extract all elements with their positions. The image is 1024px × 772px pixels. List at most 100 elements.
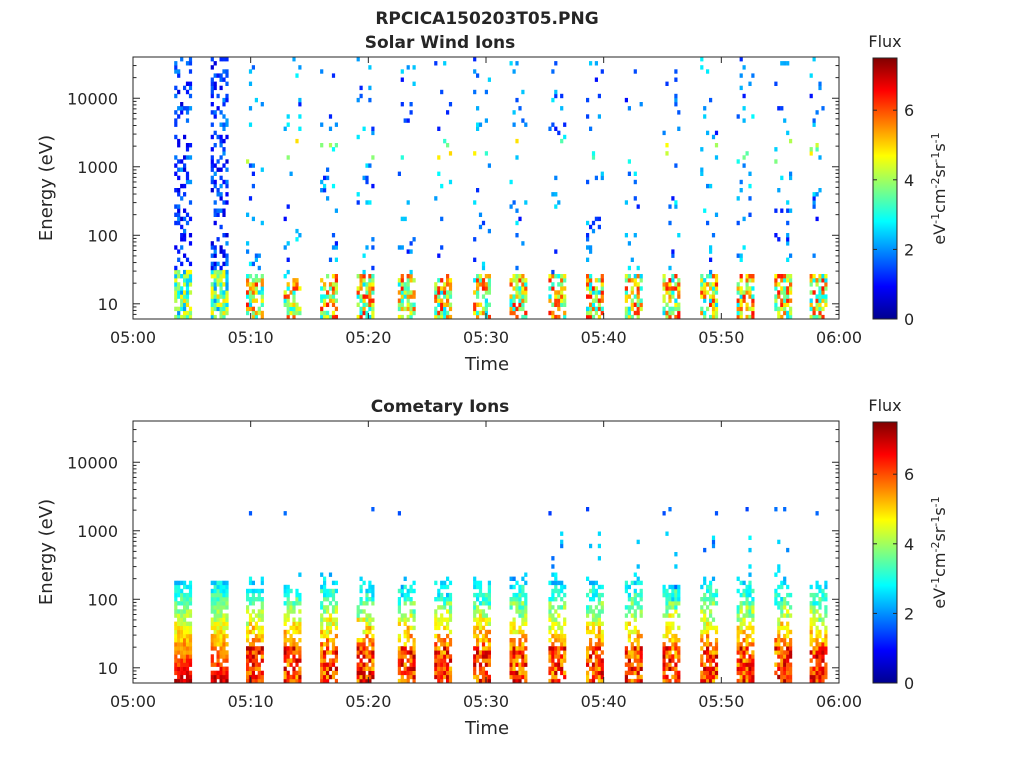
colorbar-title: Flux [868,396,901,415]
heatmap-cell [548,670,552,676]
heatmap-cell [487,278,491,283]
heatmap-cell [434,674,438,680]
heatmap-cell [177,642,181,647]
heatmap-cell [216,282,220,287]
heatmap-cell [213,183,217,189]
heatmap-cell [557,658,561,663]
heatmap-cell [674,93,678,99]
heatmap-cell [597,658,601,663]
heatmap-cell [521,613,525,618]
heatmap-cell [557,678,561,683]
heatmap-cell [180,633,184,639]
heatmap-cell [446,670,450,676]
heatmap-cell [440,654,444,659]
heatmap-cell [473,151,477,156]
heatmap-cell [589,609,593,614]
heatmap-cell [748,314,752,319]
heatmap-cell [397,666,401,671]
heatmap-cell [443,306,447,312]
heatmap-cell [219,290,223,295]
heatmap-cell [711,592,716,598]
heatmap-cell [219,208,223,213]
heatmap-cell [751,605,755,610]
heatmap-cell [745,306,749,312]
heatmap-cell [633,592,637,598]
heatmap-cell [789,674,793,680]
heatmap-cell [283,298,287,303]
heatmap-cell [326,196,330,201]
heatmap-cell [412,613,416,618]
heatmap-cell [786,678,790,683]
heatmap-cell [283,592,287,598]
heatmap-cell [487,662,491,667]
heatmap-cell [251,298,255,303]
heatmap-cell [714,212,719,217]
heatmap-cell [594,658,598,663]
heatmap-cell [219,183,223,189]
heatmap-cell [518,638,522,643]
heatmap-cell [600,306,604,312]
heatmap-cell [473,674,477,680]
heatmap-cell [409,241,413,246]
heatmap-cell [809,642,813,647]
heatmap-cell [812,192,816,197]
heatmap-cell [412,310,416,316]
heatmap-cell [283,621,287,626]
heatmap-cell [774,670,778,676]
heatmap-cell [371,130,375,136]
heatmap-cell [751,666,755,671]
heatmap-cell [219,224,223,230]
heatmap-cell [742,678,746,683]
heatmap-cell [448,580,453,586]
heatmap-cell [371,290,375,295]
heatmap-cell [409,662,413,667]
heatmap-cell [213,642,217,647]
heatmap-cell [216,597,220,602]
heatmap-cell [633,278,637,283]
heatmap-cell [328,650,333,655]
heatmap-cell [359,282,363,287]
heatmap-cell [633,638,637,643]
heatmap-cell [222,605,226,610]
heatmap-cell [254,298,258,303]
heatmap-cell [183,654,187,659]
heatmap-cell [700,597,704,602]
heatmap-cell [677,588,681,594]
heatmap-cell [789,138,793,144]
heatmap-cell [815,282,819,287]
heatmap-cell [706,670,710,676]
heatmap-cell [780,61,784,66]
heatmap-cell [473,57,477,62]
heatmap-cell [183,216,187,222]
heatmap-cell [591,625,596,631]
heatmap-cell [440,638,444,643]
heatmap-cell [251,625,255,631]
heatmap-cell [633,678,637,683]
heatmap-cell [594,290,598,295]
heatmap-cell [777,564,781,569]
heatmap-cell [633,233,637,238]
heatmap-cell [818,81,822,86]
heatmap-cell [446,609,450,614]
heatmap-cell [328,114,333,119]
heatmap-cell [260,638,264,643]
heatmap-cell [748,196,752,201]
heatmap-cell [443,61,447,66]
heatmap-cell [630,666,634,671]
heatmap-cell [780,306,784,312]
heatmap-cell [668,662,672,667]
heatmap-cell [246,249,250,254]
heatmap-cell [481,670,486,676]
heatmap-cell [295,678,299,683]
heatmap-cell [180,167,184,172]
heatmap-cell [409,601,413,606]
heatmap-cell [400,77,404,82]
heatmap-cell [406,298,410,303]
heatmap-cell [554,572,558,577]
heatmap-cell [298,617,302,622]
heatmap-cell [368,290,372,295]
heatmap-cell [600,69,604,74]
heatmap-cell [222,77,226,82]
heatmap-cell [809,625,813,631]
